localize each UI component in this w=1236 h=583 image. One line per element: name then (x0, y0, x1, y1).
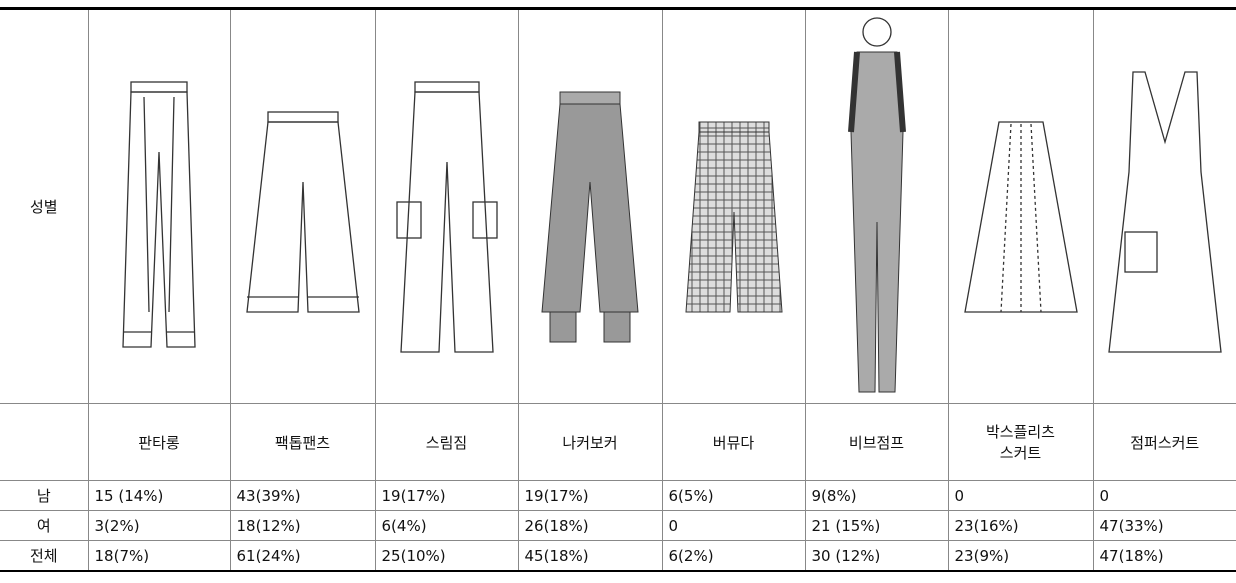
garment-name: 버뮤다 (662, 404, 805, 481)
name-line: 판타롱 (95, 432, 224, 453)
count-cell: 18(12%) (230, 511, 375, 541)
image-row: 성별 (0, 9, 1236, 404)
count-cell: 23(9%) (948, 541, 1093, 572)
garment-name: 나커보커 (518, 404, 662, 481)
row-label: 전체 (0, 541, 88, 572)
count-cell: 23(16%) (948, 511, 1093, 541)
count-cell: 19(17%) (375, 481, 518, 511)
empty-cell (0, 404, 88, 481)
count-cell: 30 (12%) (805, 541, 948, 572)
garment-sketch (664, 12, 804, 402)
name-line: 비브점프 (812, 432, 942, 453)
garment-sketch (377, 12, 517, 402)
garment-name: 비브점프 (805, 404, 948, 481)
count-cell: 6(4%) (375, 511, 518, 541)
garment-sketch (807, 12, 947, 402)
row-label: 여 (0, 511, 88, 541)
garment-sketch (520, 12, 660, 402)
garment-image-cell (805, 9, 948, 404)
garment-image-cell (88, 9, 230, 404)
garment-image-cell (1093, 9, 1236, 404)
count-cell: 3(2%) (88, 511, 230, 541)
count-cell: 6(2%) (662, 541, 805, 572)
garment-image-cell (662, 9, 805, 404)
count-cell: 0 (1093, 481, 1236, 511)
garment-image-cell (375, 9, 518, 404)
name-line: 버뮤다 (669, 432, 799, 453)
garment-sketch (1095, 12, 1235, 402)
header-label: 성별 (0, 9, 88, 404)
count-cell: 26(18%) (518, 511, 662, 541)
count-cell: 43(39%) (230, 481, 375, 511)
count-cell: 61(24%) (230, 541, 375, 572)
row-label: 남 (0, 481, 88, 511)
count-cell: 45(18%) (518, 541, 662, 572)
count-cell: 19(17%) (518, 481, 662, 511)
count-cell: 0 (948, 481, 1093, 511)
name-line: 점퍼스커트 (1100, 432, 1231, 453)
name-line: 나커보커 (525, 432, 656, 453)
garment-image-cell (948, 9, 1093, 404)
count-cell: 18(7%) (88, 541, 230, 572)
garment-image-cell (230, 9, 375, 404)
name-line: 스커트 (955, 442, 1087, 463)
count-cell: 0 (662, 511, 805, 541)
garment-sketch (951, 12, 1091, 402)
garment-sketch (89, 12, 229, 402)
count-cell: 6(5%) (662, 481, 805, 511)
count-cell: 15 (14%) (88, 481, 230, 511)
garment-name: 스림짐 (375, 404, 518, 481)
page: 성별판타롱 팩톱팬츠 스림짐 나커보커 버뮤다 비브점프 박스플리츠스커트 점퍼스커트남15 … (0, 0, 1236, 583)
count-cell: 47(18%) (1093, 541, 1236, 572)
garment-name: 판타롱 (88, 404, 230, 481)
name-line: 박스플리츠 (955, 421, 1087, 442)
count-cell: 25(10%) (375, 541, 518, 572)
garment-image-cell (518, 9, 662, 404)
name-line: 팩톱팬츠 (237, 432, 369, 453)
count-cell: 47(33%) (1093, 511, 1236, 541)
name-line: 스림짐 (382, 432, 512, 453)
count-cell: 9(8%) (805, 481, 948, 511)
garment-name: 점퍼스커트 (1093, 404, 1236, 481)
garment-sketch (233, 12, 373, 402)
garment-name: 팩톱팬츠 (230, 404, 375, 481)
count-cell: 21 (15%) (805, 511, 948, 541)
